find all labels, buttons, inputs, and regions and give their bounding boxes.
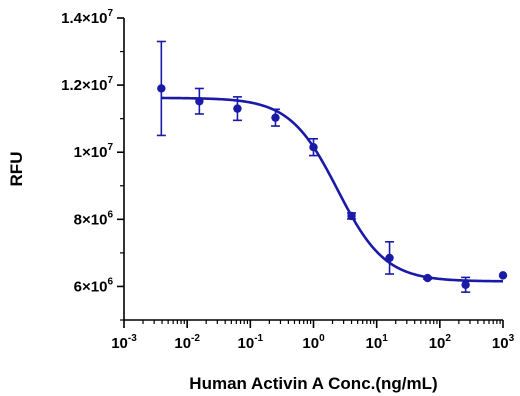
data-point: [195, 97, 204, 106]
x-tick-label: 10-2: [174, 333, 200, 352]
x-axis-title: Human Activin A Conc.(ng/mL): [189, 374, 437, 393]
data-point: [385, 253, 394, 263]
data-point: [461, 280, 470, 289]
data-points: [157, 84, 508, 289]
axes: [123, 18, 503, 321]
y-tick-label: 6×106: [74, 276, 114, 295]
x-tick-label: 10-3: [111, 333, 137, 352]
error-bars: [156, 40, 471, 293]
y-tick-label: 8×106: [74, 209, 114, 228]
y-tick-label: 1.4×107: [61, 8, 113, 27]
data-point: [233, 104, 242, 113]
y-tick-label: 1×107: [74, 142, 114, 161]
x-tick-label: 100: [302, 333, 325, 352]
data-point: [498, 271, 508, 280]
y-axis-title: RFU: [7, 152, 26, 187]
data-point: [309, 142, 318, 152]
x-tick-label: 103: [492, 333, 515, 352]
data-point: [423, 273, 432, 283]
ticks: 6×106 8×106 1×107 1.2×107 1.4×107 10-3 10-2 10-…: [61, 8, 514, 352]
x-tick-label: 101: [366, 333, 389, 352]
x-tick-label: 102: [429, 333, 452, 352]
fit-curve: [161, 96, 504, 283]
data-point: [347, 211, 356, 221]
data-point: [271, 113, 280, 122]
x-tick-label: 10-1: [238, 333, 264, 352]
data-point: [157, 84, 166, 93]
y-tick-label: 1.2×107: [61, 75, 113, 94]
fit-curve-layer: [161, 96, 504, 283]
